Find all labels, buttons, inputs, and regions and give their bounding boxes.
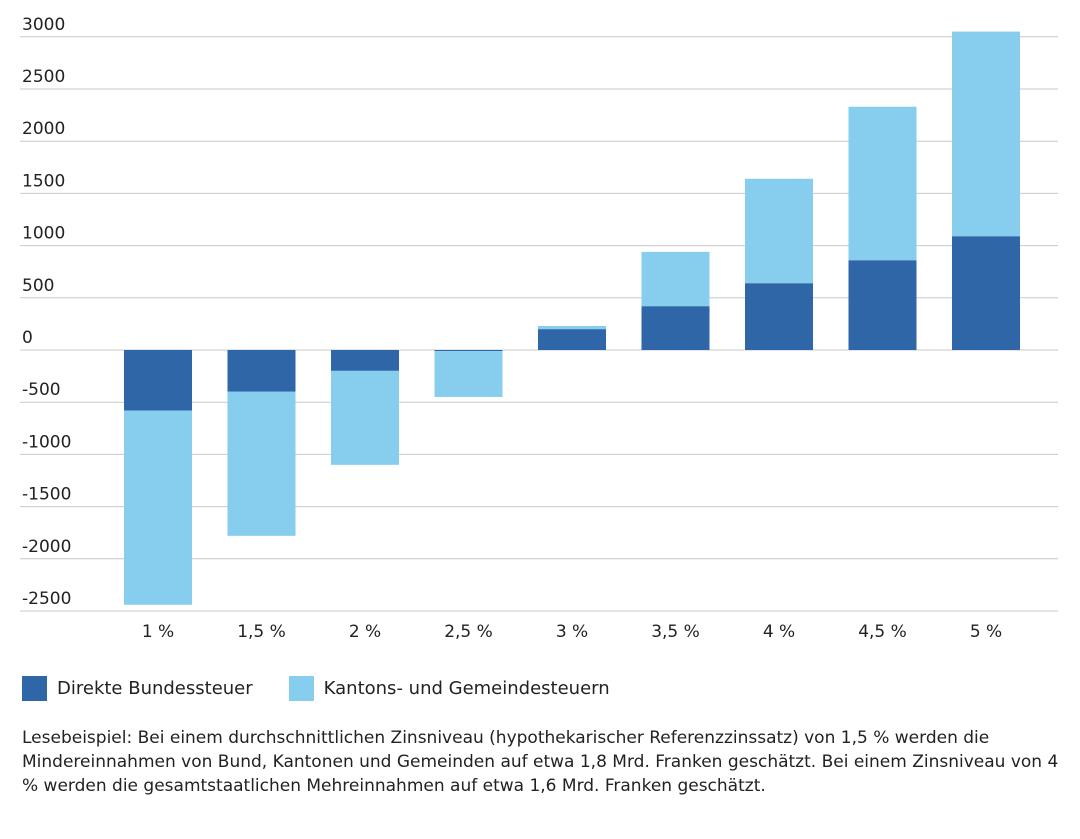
bar-kantons-gemeindesteuern (538, 325, 606, 330)
bar-kantons-gemeindesteuern (124, 410, 192, 605)
y-tick-label: -1000 (22, 432, 71, 452)
x-tick-label: 4,5 % (858, 622, 907, 642)
y-tick-label: 1000 (22, 224, 65, 244)
legend-item-kantons-gemeindesteuern: Kantons- und Gemeindesteuern (288, 676, 610, 701)
y-tick-label: 0 (22, 328, 33, 348)
bar-direkte-bundessteuer (745, 283, 813, 350)
bar-direkte-bundessteuer (641, 306, 710, 350)
bar-kantons-gemeindesteuern (745, 178, 813, 284)
legend-swatch-direkte-bundessteuer (22, 676, 47, 701)
x-tick-label: 2 % (349, 622, 381, 642)
y-tick-label: 1500 (22, 171, 65, 191)
y-tick-label: -2000 (22, 537, 71, 557)
legend-swatch-kantons-gemeindesteuern (288, 676, 314, 701)
x-tick-label: 4 % (763, 622, 795, 642)
bar-direkte-bundessteuer (331, 350, 399, 371)
bar-kantons-gemeindesteuern (434, 351, 503, 397)
bar-kantons-gemeindesteuern (952, 31, 1020, 237)
x-tick-label: 5 % (970, 622, 1002, 642)
legend-label-kantons-gemeindesteuern: Kantons- und Gemeindesteuern (323, 678, 610, 699)
legend-item-direkte-bundessteuer: Direkte Bundessteuer (22, 676, 253, 701)
reading-example-note: Lesebeispiel: Bei einem durchschnittlich… (22, 728, 1059, 796)
bar-kantons-gemeindesteuern (641, 251, 710, 307)
bar-direkte-bundessteuer (952, 236, 1020, 350)
x-tick-label: 1,5 % (237, 622, 286, 642)
x-tick-label: 3,5 % (651, 622, 700, 642)
bar-kantons-gemeindesteuern (331, 370, 399, 465)
bar-direkte-bundessteuer (538, 329, 606, 350)
bar-kantons-gemeindesteuern (227, 391, 296, 536)
chart-legend: Direkte Bundessteuer Kantons- und Gemein… (22, 676, 646, 701)
y-tick-label: 2000 (22, 119, 65, 139)
x-tick-label: 3 % (556, 622, 588, 642)
bar-direkte-bundessteuer (124, 350, 192, 411)
y-tick-label: 500 (22, 276, 54, 296)
bar-kantons-gemeindesteuern (848, 106, 917, 261)
x-tick-label: 2,5 % (444, 622, 493, 642)
y-tick-label: -500 (22, 380, 61, 400)
bar-direkte-bundessteuer (434, 350, 503, 352)
y-tick-label: -1500 (22, 485, 71, 505)
legend-label-direkte-bundessteuer: Direkte Bundessteuer (57, 678, 253, 699)
x-tick-label: 1 % (142, 622, 174, 642)
y-tick-label: 2500 (22, 67, 65, 87)
bar-direkte-bundessteuer (848, 260, 917, 350)
y-tick-label: -2500 (22, 589, 71, 609)
bar-direkte-bundessteuer (227, 350, 296, 392)
stacked-bar-chart: 3000 2500 2000 1500 1000 500 0 -500 -1000 -1500 -2… (20, 15, 1058, 642)
y-tick-label: 3000 (22, 15, 65, 35)
